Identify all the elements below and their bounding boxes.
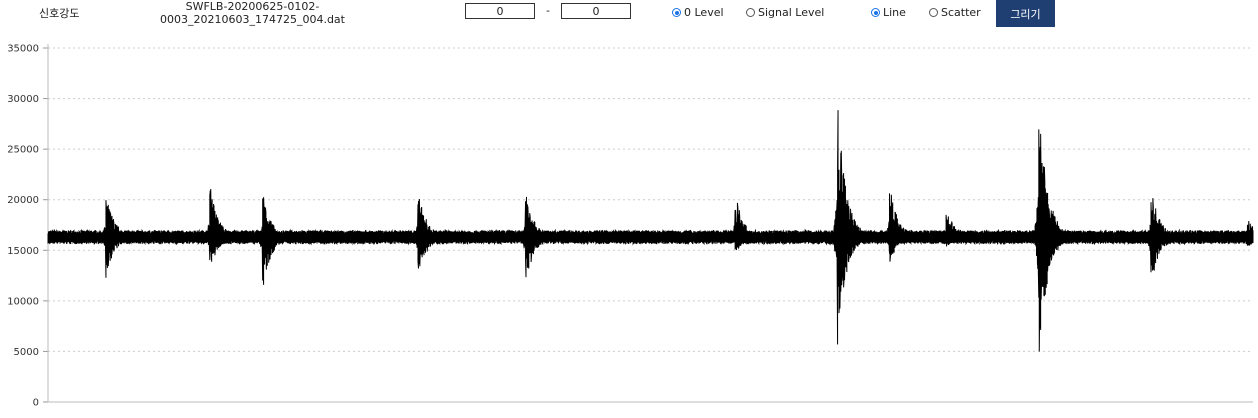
signal-chart: 0 5000 10000 15000 20000 25000 30000 35000 — [7, 44, 1254, 409]
file-name-line-2: 0003_20210603_174725_004.dat — [159, 13, 345, 26]
signal-series — [47, 110, 1254, 352]
radio-unselected-icon — [746, 8, 755, 17]
file-name: SWFLB-20200625-0102- 0003_20210603_17472… — [150, 0, 355, 26]
range-to-input[interactable] — [561, 3, 631, 19]
scatter-mode-label: Scatter — [941, 6, 981, 19]
signal-level-label: Signal Level — [758, 6, 825, 19]
y-axis: 0 5000 10000 15000 20000 25000 30000 35000 — [7, 44, 1253, 409]
grid-lines — [48, 47, 1253, 352]
radio-selected-icon — [871, 8, 880, 17]
signal-level-radio[interactable]: Signal Level — [746, 6, 824, 19]
signal-strength-label: 신호강도 — [39, 7, 80, 20]
y-tick-label: 0 — [33, 398, 39, 409]
y-tick-label: 10000 — [7, 296, 39, 307]
y-tick-label: 35000 — [7, 44, 39, 55]
y-tick-label: 5000 — [14, 347, 39, 358]
range-separator: - — [546, 4, 550, 17]
y-tick-label: 30000 — [7, 94, 39, 105]
file-name-line-1: SWFLB-20200625-0102- — [185, 0, 320, 13]
line-mode-label: Line — [883, 6, 906, 19]
y-tick-label: 15000 — [7, 246, 39, 257]
scatter-mode-radio[interactable]: Scatter — [929, 6, 981, 19]
range-from-input[interactable] — [465, 3, 535, 19]
toolbar: 신호강도 SWFLB-20200625-0102- 0003_20210603_… — [0, 0, 1258, 38]
zero-level-label: 0 Level — [684, 6, 724, 19]
y-tick-label: 20000 — [7, 195, 39, 206]
radio-unselected-icon — [929, 8, 938, 17]
y-tick-label: 25000 — [7, 145, 39, 156]
signal-line — [47, 110, 1254, 352]
zero-level-radio[interactable]: 0 Level — [672, 6, 724, 19]
radio-selected-icon — [672, 8, 681, 17]
draw-button[interactable]: 그리기 — [996, 0, 1055, 27]
line-mode-radio[interactable]: Line — [871, 6, 906, 19]
